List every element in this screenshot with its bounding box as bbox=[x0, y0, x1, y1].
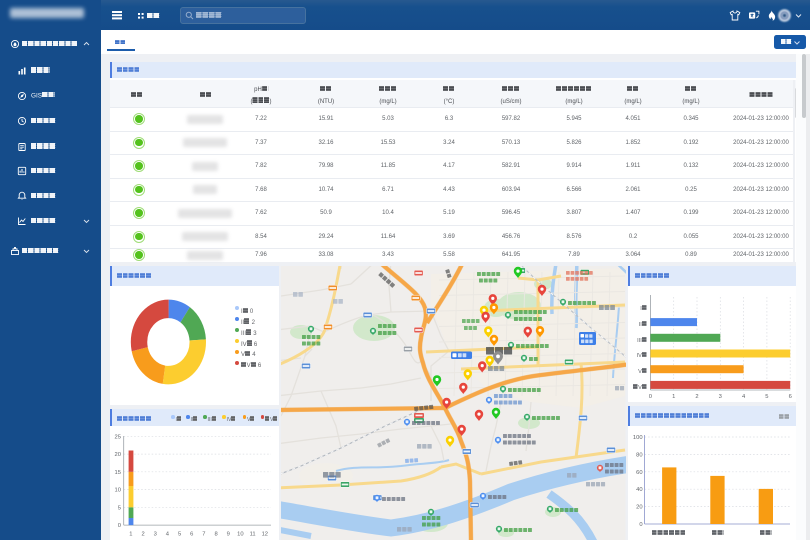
svg-text:6: 6 bbox=[789, 394, 792, 400]
svg-text:15: 15 bbox=[115, 470, 121, 476]
svg-text:5: 5 bbox=[118, 505, 121, 511]
svg-text:0: 0 bbox=[639, 522, 642, 528]
svg-text:5: 5 bbox=[765, 394, 768, 400]
svg-text:9: 9 bbox=[227, 532, 230, 538]
svg-text:80: 80 bbox=[636, 452, 642, 458]
svg-text:1: 1 bbox=[129, 532, 132, 538]
svg-text:1: 1 bbox=[672, 394, 675, 400]
svg-text:11: 11 bbox=[250, 532, 256, 538]
svg-text:6: 6 bbox=[190, 532, 193, 538]
svg-text:20: 20 bbox=[636, 505, 642, 511]
svg-text:25: 25 bbox=[115, 434, 121, 440]
svg-text:100: 100 bbox=[633, 435, 643, 441]
svg-text:10: 10 bbox=[237, 532, 243, 538]
svg-text:3: 3 bbox=[154, 532, 157, 538]
svg-text:12: 12 bbox=[262, 532, 268, 538]
svg-text:3: 3 bbox=[719, 394, 722, 400]
svg-text:5: 5 bbox=[178, 532, 181, 538]
svg-text:0: 0 bbox=[649, 394, 652, 400]
svg-text:7: 7 bbox=[202, 532, 205, 538]
svg-text:2: 2 bbox=[141, 532, 144, 538]
svg-text:40: 40 bbox=[636, 487, 642, 493]
svg-text:4: 4 bbox=[166, 532, 170, 538]
svg-text:20: 20 bbox=[115, 452, 121, 458]
svg-text:60: 60 bbox=[636, 470, 642, 476]
svg-text:2: 2 bbox=[695, 394, 698, 400]
svg-text:4: 4 bbox=[742, 394, 746, 400]
svg-text:8: 8 bbox=[214, 532, 217, 538]
svg-text:0: 0 bbox=[118, 523, 121, 529]
svg-text:10: 10 bbox=[115, 488, 121, 494]
